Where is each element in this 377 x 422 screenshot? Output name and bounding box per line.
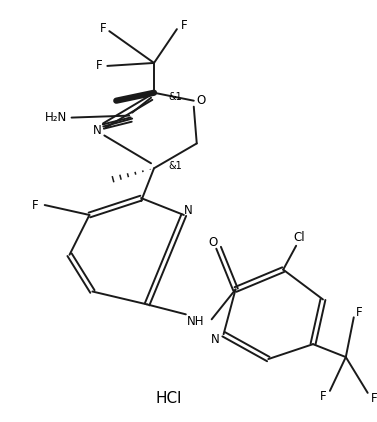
Text: F: F (356, 306, 362, 319)
Text: F: F (96, 60, 103, 73)
Text: N: N (93, 124, 102, 137)
Text: F: F (31, 198, 38, 211)
Text: F: F (371, 392, 377, 405)
Text: O: O (208, 236, 217, 249)
Text: F: F (181, 19, 187, 32)
Text: N: N (184, 203, 192, 216)
Text: &1: &1 (168, 161, 182, 171)
Text: F: F (320, 390, 326, 403)
Text: N: N (211, 333, 220, 346)
Text: F: F (100, 22, 107, 35)
Text: Cl: Cl (293, 231, 305, 244)
Text: O: O (196, 94, 205, 107)
Text: H₂N: H₂N (45, 111, 67, 124)
Text: NH: NH (187, 315, 204, 328)
Text: HCl: HCl (156, 391, 182, 406)
Text: &1: &1 (168, 92, 182, 102)
